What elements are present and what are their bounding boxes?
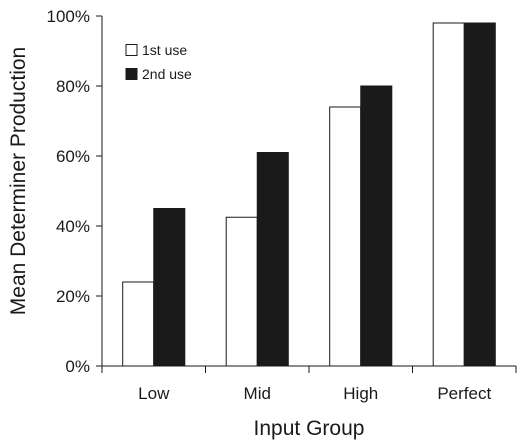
y-tick-label: 80%: [56, 77, 90, 96]
y-tick-label: 0%: [65, 357, 90, 376]
bar-2nd-use-low: [153, 208, 186, 367]
y-tick-label: 40%: [56, 217, 90, 236]
x-ticks-group: Low Mid High Perfect: [101, 366, 517, 403]
y-tick-label: 20%: [56, 287, 90, 306]
bar-1st-use-mid: [225, 216, 258, 367]
bar-1st-use-low: [122, 281, 155, 367]
y-tick-label: 60%: [56, 147, 90, 166]
legend-swatch-1st-use: [125, 44, 138, 56]
legend: 1st use 2nd use: [125, 42, 192, 82]
bar-2nd-use-mid: [256, 152, 289, 367]
bar-2nd-use-perfect: [463, 22, 496, 367]
legend-swatch-2nd-use: [125, 68, 138, 80]
legend-label-1st-use: 1st use: [142, 42, 187, 58]
y-ticks-group: 0% 20% 40% 60% 80% 100%: [47, 7, 102, 376]
x-tick-label-mid: Mid: [244, 384, 271, 403]
x-tick-label-perfect: Perfect: [437, 384, 491, 403]
bar-2nd-use-high: [360, 85, 393, 367]
x-axis-title: Input Group: [254, 417, 365, 440]
bar-1st-use-perfect: [432, 22, 465, 367]
bar-1st-use-high: [329, 106, 362, 367]
y-tick-label: 100%: [47, 7, 90, 26]
x-tick-label-low: Low: [138, 384, 170, 403]
y-axis-title: Mean Determiner Production: [7, 47, 30, 315]
x-tick-label-high: High: [343, 384, 378, 403]
bars-group: [122, 22, 496, 367]
legend-label-2nd-use: 2nd use: [142, 66, 192, 82]
